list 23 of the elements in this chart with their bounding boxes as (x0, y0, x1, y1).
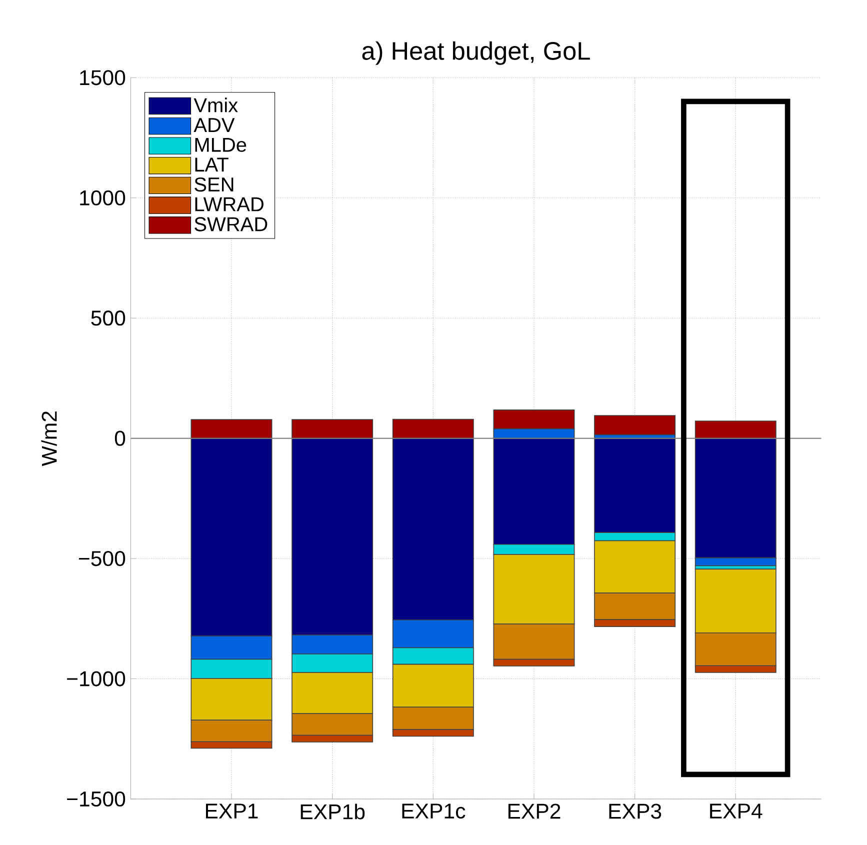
y-axis-title: W/m2 (41, 412, 57, 466)
legend-label: LWRAD (195, 197, 264, 212)
legend-label: SWRAD (194, 217, 268, 232)
x-tick-label: EXP1b (300, 804, 365, 820)
x-tick-label: EXP1 (206, 804, 258, 818)
x-tick-label: EXP3 (609, 804, 662, 819)
y-tick-label: 1000 (80, 190, 126, 206)
chart-title: a) Heat budget, GoL (362, 41, 590, 65)
y-tick-label: −1000 (67, 671, 126, 686)
y-tick-label: 500 (91, 310, 126, 326)
y-tick-label: −1500 (67, 791, 126, 807)
legend-label: MLDe (195, 138, 246, 152)
x-tick-label: EXP4 (710, 804, 762, 818)
legend-label: Vmix (194, 98, 238, 112)
legend-label: LAT (195, 158, 228, 172)
bar (594, 415, 676, 436)
legend-label: SEN (194, 177, 234, 192)
y-tick-label: 0 (114, 430, 126, 446)
x-tick-label: EXP2 (508, 804, 560, 819)
y-tick-label: −500 (78, 550, 126, 566)
legend-label: ADV (194, 118, 235, 132)
y-tick-label: 1500 (80, 70, 126, 86)
x-tick-label: EXP1c (402, 804, 466, 819)
